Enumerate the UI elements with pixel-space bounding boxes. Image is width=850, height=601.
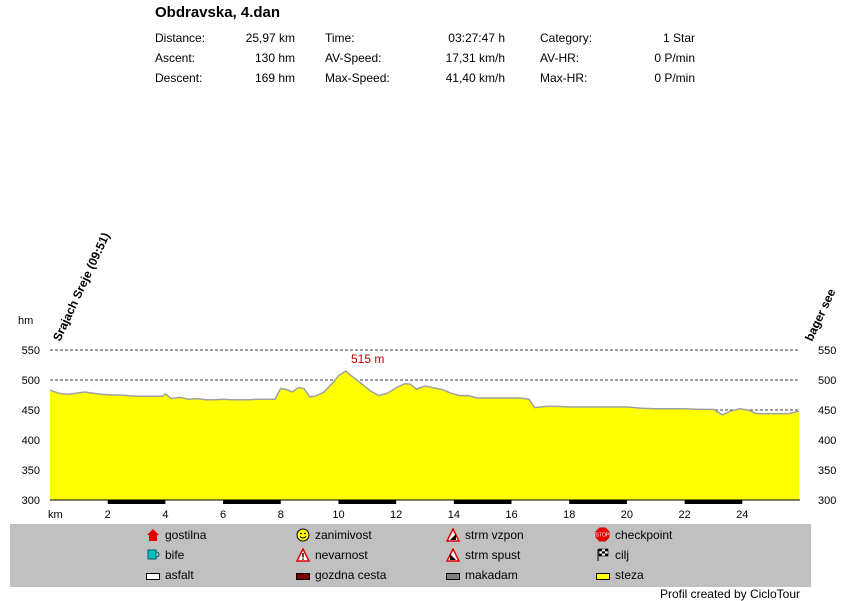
stat-time-value: 03:27:47 h <box>448 31 505 45</box>
surface-gozdna-swatch <box>296 573 310 580</box>
ytick-right-300: 300 <box>818 495 836 507</box>
ytick-left-300: 300 <box>22 495 40 507</box>
surface-makadam-swatch <box>446 573 460 580</box>
stat-ascent-value: 130 hm <box>254 51 295 65</box>
legend-steza: steza <box>615 568 644 582</box>
legend-makadam: makadam <box>465 568 518 582</box>
distance-segment-14 <box>453 500 512 504</box>
checkered-flag-icon <box>597 548 609 561</box>
xtick-4: 4 <box>162 509 168 521</box>
house-icon <box>147 529 159 541</box>
cup-icon <box>147 549 160 560</box>
xtick-22: 22 <box>678 509 690 521</box>
legend-gostilna: gostilna <box>165 528 207 542</box>
ytick-left-550: 550 <box>22 345 40 357</box>
distance-segment-2 <box>107 500 166 504</box>
stat-distance-value: 25,97 km <box>245 31 295 45</box>
legend-strm-spust: strm spust <box>465 548 521 562</box>
legend-strm-vzpon: strm vzpon <box>465 528 524 542</box>
surface-segments <box>107 500 743 504</box>
xtick-12: 12 <box>390 509 402 521</box>
elevation-area <box>50 371 800 500</box>
steep-up-icon <box>446 528 460 542</box>
distance-segment-18 <box>569 500 627 504</box>
ytick-left-400: 400 <box>22 435 40 447</box>
legend-zanimivost: zanimivost <box>315 528 372 542</box>
stat-av-speed-label: AV-Speed: <box>325 51 382 65</box>
stat-time-label: Time: <box>325 31 355 45</box>
x-axis-label: km <box>48 509 63 521</box>
ytick-right-350: 350 <box>818 465 836 477</box>
legend-panel: gostilna zanimivost strm vzpon STOP chec… <box>10 524 811 587</box>
y-tick-labels: 300 300 350 350 400 400 450 450 500 500 550 550 <box>22 345 837 507</box>
x-tick-labels: 2 4 6 8 10 12 14 16 18 20 22 24 <box>105 509 749 521</box>
xtick-18: 18 <box>563 509 575 521</box>
stat-descent-label: Descent: <box>155 71 203 85</box>
stat-category-value: 1 Star <box>662 31 695 45</box>
surface-steza-swatch <box>596 573 610 580</box>
ytick-right-500: 500 <box>818 375 836 387</box>
stat-descent-value: 169 hm <box>254 71 295 85</box>
svg-text:STOP: STOP <box>596 533 610 539</box>
warning-icon <box>296 548 310 562</box>
distance-segment-22 <box>684 500 743 504</box>
ytick-right-450: 450 <box>818 405 836 417</box>
smiley-icon <box>296 528 310 542</box>
distance-segment-10 <box>338 500 397 504</box>
surface-asfalt-swatch <box>146 573 160 580</box>
stop-sign-icon: STOP <box>595 527 610 542</box>
stat-max-speed-label: Max-Speed: <box>325 71 390 85</box>
ytick-left-450: 450 <box>22 405 40 417</box>
xtick-8: 8 <box>278 509 284 521</box>
legend-asfalt: asfalt <box>165 568 194 582</box>
legend-gozdna-cesta: gozdna cesta <box>315 568 387 582</box>
legend-nevarnost: nevarnost <box>315 548 368 562</box>
stat-av-speed-value: 17,31 km/h <box>445 51 505 65</box>
end-waypoint-label: bager see <box>802 286 839 343</box>
legend-checkpoint: checkpoint <box>615 528 673 542</box>
y-axis-label: hm <box>18 315 33 327</box>
route-title: Obdravska, 4.dan <box>155 4 281 21</box>
legend-cilj: cilj <box>615 548 629 562</box>
xtick-14: 14 <box>448 509 460 521</box>
steep-down-icon <box>446 548 460 562</box>
xtick-6: 6 <box>220 509 226 521</box>
xtick-24: 24 <box>736 509 748 521</box>
xtick-2: 2 <box>105 509 111 521</box>
ytick-right-550: 550 <box>818 345 836 357</box>
xtick-16: 16 <box>505 509 517 521</box>
xtick-20: 20 <box>621 509 633 521</box>
ytick-right-400: 400 <box>818 435 836 447</box>
stat-max-hr-value: 0 P/min <box>654 71 695 85</box>
ytick-left-500: 500 <box>22 375 40 387</box>
max-elevation-label: 515 m <box>351 352 384 366</box>
distance-segment-6 <box>223 500 281 504</box>
stat-max-speed-value: 41,40 km/h <box>445 71 505 85</box>
stat-ascent-label: Ascent: <box>155 51 196 65</box>
elevation-line <box>49 370 800 416</box>
stat-av-hr-value: 0 P/min <box>654 51 695 65</box>
ytick-left-350: 350 <box>22 465 40 477</box>
stat-max-hr-label: Max-HR: <box>540 71 588 85</box>
credit-text: Profil created by CicloTour <box>659 587 800 601</box>
stat-av-hr-label: AV-HR: <box>540 51 580 65</box>
start-waypoint-label: Srajach Sreje (09:51) <box>50 230 113 343</box>
stat-category-label: Category: <box>540 31 593 45</box>
legend-bife: bife <box>165 548 185 562</box>
stat-distance-label: Distance: <box>155 31 206 45</box>
xtick-10: 10 <box>332 509 344 521</box>
